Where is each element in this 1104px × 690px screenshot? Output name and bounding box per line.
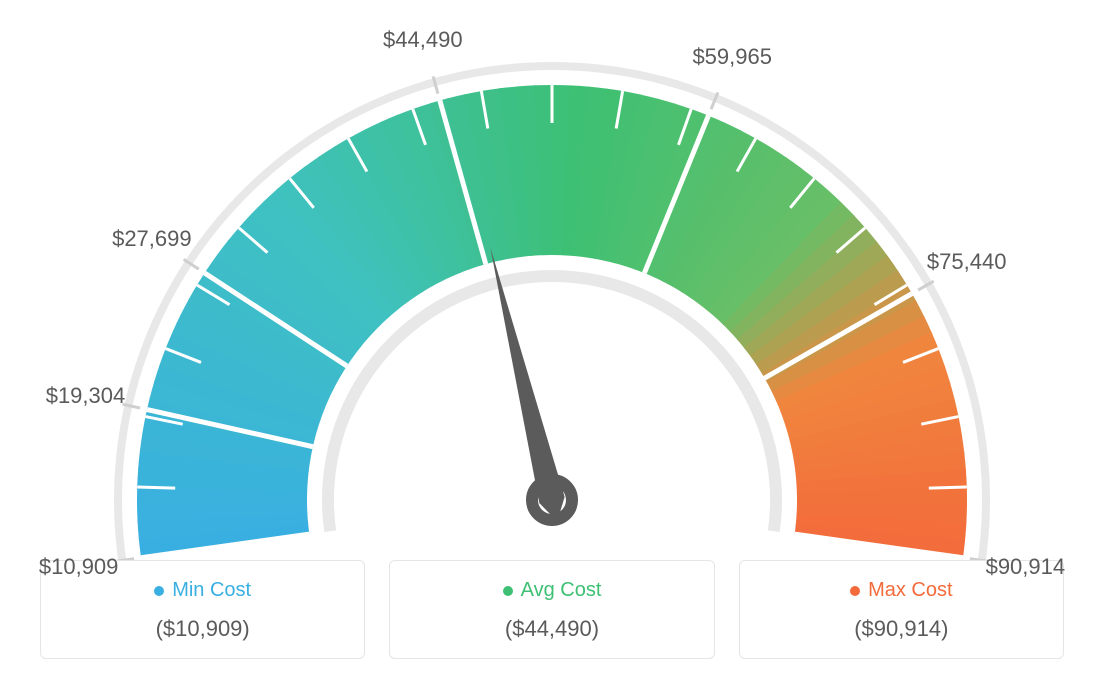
gauge-svg xyxy=(0,0,1104,560)
cost-legend: Min Cost ($10,909) Avg Cost ($44,490) Ma… xyxy=(0,560,1104,659)
gauge-tick-label: $19,304 xyxy=(46,383,126,409)
legend-dot-max xyxy=(850,586,860,596)
legend-dot-min xyxy=(154,586,164,596)
legend-value-max: ($90,914) xyxy=(750,616,1053,642)
legend-title-avg: Avg Cost xyxy=(521,579,602,602)
legend-title-max: Max Cost xyxy=(868,579,952,602)
legend-title-row: Max Cost xyxy=(750,579,1053,602)
legend-title-min: Min Cost xyxy=(172,579,251,602)
gauge-tick-label: $75,440 xyxy=(927,249,1007,275)
legend-value-min: ($10,909) xyxy=(51,616,354,642)
legend-title-row: Min Cost xyxy=(51,579,354,602)
legend-title-row: Avg Cost xyxy=(400,579,703,602)
gauge-tick-label: $90,914 xyxy=(986,554,1066,580)
gauge-tick-label: $10,909 xyxy=(39,554,119,580)
gauge-chart: $10,909$19,304$27,699$44,490$59,965$75,4… xyxy=(0,0,1104,560)
legend-value-avg: ($44,490) xyxy=(400,616,703,642)
gauge-tick-label: $27,699 xyxy=(112,226,192,252)
gauge-tick-label: $59,965 xyxy=(692,44,772,70)
legend-card-avg: Avg Cost ($44,490) xyxy=(389,560,714,659)
gauge-tick-label: $44,490 xyxy=(383,27,463,53)
legend-dot-avg xyxy=(503,586,513,596)
